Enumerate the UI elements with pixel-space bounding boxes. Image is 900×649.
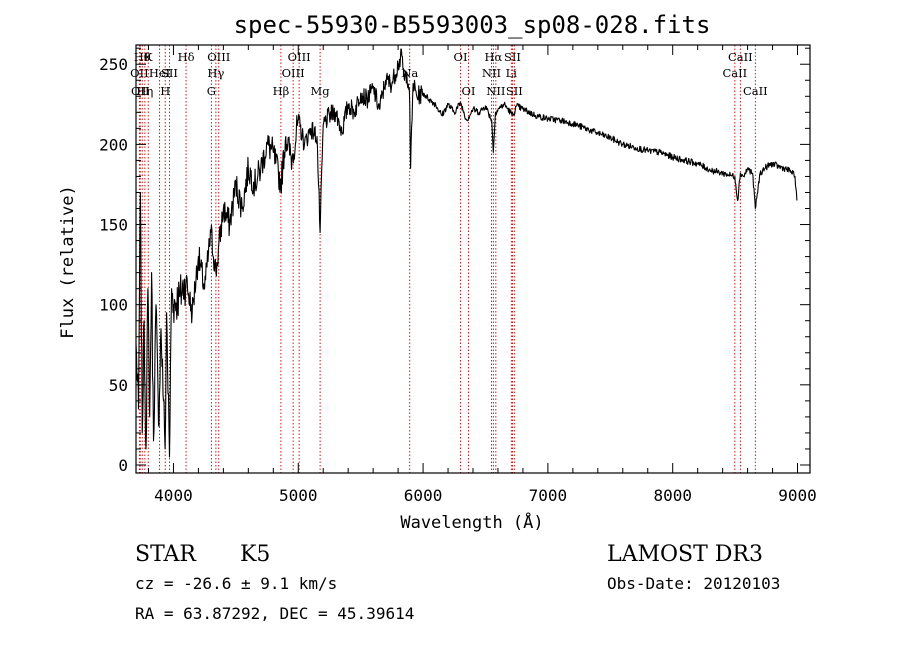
y-tick-label: 250 xyxy=(99,55,128,74)
x-tick-label: 7000 xyxy=(529,486,568,505)
line-label: CaII xyxy=(728,50,753,64)
line-label: Hη xyxy=(136,84,153,98)
x-tick-label: 9000 xyxy=(778,486,817,505)
line-label: H xyxy=(160,84,170,98)
line-label: NII xyxy=(486,84,505,98)
line-label: G xyxy=(207,84,216,98)
y-axis-ticks: 0 50 100 150 200 250 xyxy=(99,47,810,475)
line-label: Hδ xyxy=(178,50,195,64)
redshift-velocity: cz = -26.6 ± 9.1 km/s xyxy=(135,574,337,593)
line-label: Hβ xyxy=(273,84,290,98)
x-tick-label: 6000 xyxy=(404,486,443,505)
x-tick-label: 5000 xyxy=(279,486,318,505)
y-tick-label: 100 xyxy=(99,296,128,315)
observation-date: Obs-Date: 20120103 xyxy=(607,574,780,593)
line-label: OIII xyxy=(282,66,305,80)
line-label: NII xyxy=(482,66,501,80)
line-label: Hα xyxy=(484,50,502,64)
x-tick-label: 8000 xyxy=(653,486,692,505)
survey-name: LAMOST DR3 xyxy=(607,542,763,567)
x-axis-label: Wavelength (Å) xyxy=(400,511,543,533)
line-label: Mg xyxy=(311,84,331,98)
line-label: SII xyxy=(504,50,521,64)
y-tick-label: 150 xyxy=(99,216,128,235)
x-tick-label: 4000 xyxy=(154,486,193,505)
y-tick-label: 0 xyxy=(118,456,128,475)
line-label: HeI xyxy=(149,66,170,80)
line-label: OIII xyxy=(207,50,230,64)
line-label: Hγ xyxy=(207,66,224,80)
line-label: K xyxy=(144,50,153,64)
line-label: CaII xyxy=(722,66,747,80)
line-label: CaII xyxy=(743,84,768,98)
line-label: OII xyxy=(130,66,149,80)
line-label: OI xyxy=(454,50,468,64)
x-axis-ticks: 4000 5000 6000 7000 8000 9000 xyxy=(147,45,817,505)
y-axis-label: Flux (relative) xyxy=(58,185,78,339)
line-label: OI xyxy=(462,84,476,98)
line-label: Hθ xyxy=(134,50,151,64)
line-label: Li xyxy=(506,66,518,80)
y-tick-label: 50 xyxy=(109,376,128,395)
y-tick-label: 200 xyxy=(99,135,128,154)
object-subclass: K5 xyxy=(240,542,270,567)
line-label: SII xyxy=(161,66,178,80)
line-label: OIII xyxy=(288,50,311,64)
spectrum-line xyxy=(135,48,798,458)
object-class: STAR xyxy=(135,542,197,567)
line-label: SII xyxy=(506,84,523,98)
chart-title: spec-55930-B5593003_sp08-028.fits xyxy=(234,11,711,39)
sky-coordinates: RA = 63.87292, DEC = 45.39614 xyxy=(135,604,414,623)
